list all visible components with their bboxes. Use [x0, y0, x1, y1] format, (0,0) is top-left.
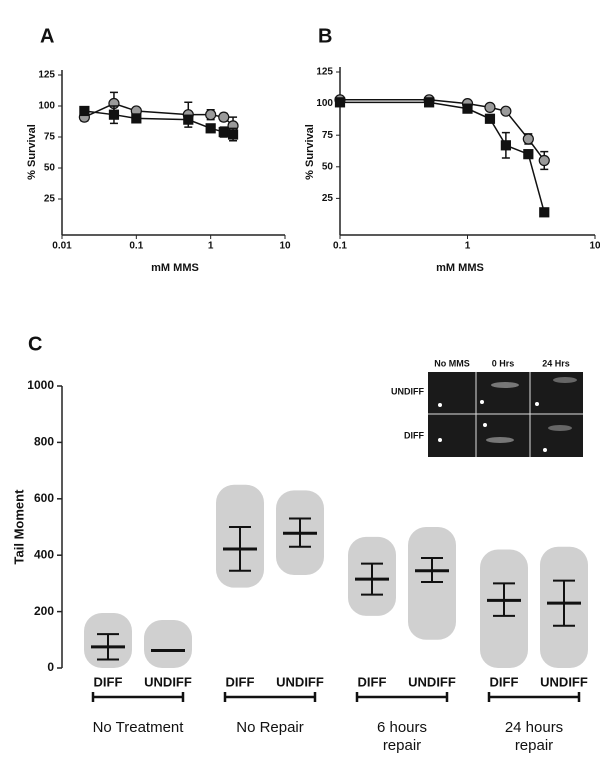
data-cloud [144, 620, 192, 668]
y-tick-label: 125 [38, 70, 55, 81]
nucleus [535, 402, 539, 406]
point [424, 97, 435, 108]
inset-row-label: UNDIFF [391, 386, 424, 396]
panel-label: B [318, 25, 332, 47]
x-tick-label: 0.1 [333, 241, 347, 252]
nucleus [480, 400, 484, 404]
x-tick-label: UNDIFF [540, 674, 588, 689]
group-bracket [487, 692, 581, 702]
point [523, 149, 534, 160]
point [205, 123, 216, 134]
comet [491, 382, 519, 388]
group-label: No Repair [236, 719, 304, 736]
inset-row-label: DIFF [404, 430, 424, 440]
point [539, 207, 550, 218]
point [462, 103, 473, 114]
y-tick-label: 25 [44, 194, 56, 205]
x-tick-label: 1 [465, 241, 471, 252]
comet [553, 377, 577, 383]
group-bracket [91, 692, 185, 702]
y-tick-label: 400 [34, 547, 54, 561]
x-tick-label: DIFF [490, 674, 519, 689]
point [538, 154, 550, 167]
x-tick-label: DIFF [358, 674, 387, 689]
y-tick-label: 75 [322, 130, 334, 141]
series-line [340, 101, 545, 213]
nucleus [543, 448, 547, 452]
x-tick-label: 1 [208, 241, 214, 252]
group-label: repair [515, 737, 553, 754]
group-bracket [223, 692, 317, 702]
y-tick-label: 25 [322, 193, 334, 204]
point [227, 129, 239, 140]
y-axis-title: % Survival [304, 124, 316, 180]
series-line [340, 99, 545, 161]
point [108, 109, 120, 120]
y-tick-label: 100 [316, 98, 333, 109]
x-tick-label: 0.01 [52, 241, 72, 252]
inset-column-label: 24 Hrs [542, 358, 570, 368]
x-tick-label: DIFF [94, 674, 123, 689]
x-tick-label: DIFF [226, 674, 255, 689]
nucleus [483, 423, 487, 427]
x-tick-label: UNDIFF [276, 674, 324, 689]
panel-label: A [40, 25, 54, 47]
nucleus [438, 403, 442, 407]
inset-image [428, 372, 583, 457]
x-tick-label: UNDIFF [144, 674, 192, 689]
y-tick-label: 75 [44, 132, 56, 143]
point [522, 133, 534, 145]
x-tick-label: 0.1 [129, 241, 143, 252]
y-tick-label: 1000 [27, 378, 54, 392]
group-bracket [355, 692, 449, 702]
group-label: 6 hours [377, 719, 427, 736]
point [131, 113, 142, 124]
comet [486, 437, 514, 443]
point [79, 105, 90, 117]
point [500, 140, 511, 151]
point [334, 97, 346, 108]
comet [548, 425, 572, 431]
inset-column-label: No MMS [434, 358, 470, 368]
point [218, 111, 230, 123]
y-tick-label: 600 [34, 491, 54, 505]
y-axis-title: Tail Moment [11, 489, 26, 565]
x-tick-label: UNDIFF [408, 674, 456, 689]
group-label: repair [383, 737, 421, 754]
group-label: No Treatment [93, 719, 185, 736]
y-tick-label: 50 [322, 161, 334, 172]
y-tick-label: 0 [47, 660, 54, 674]
x-tick-label: 10 [279, 241, 291, 252]
inset-column-label: 0 Hrs [492, 358, 515, 368]
y-tick-label: 100 [38, 101, 55, 112]
point [183, 114, 194, 125]
point [484, 101, 496, 113]
nucleus [438, 438, 442, 442]
y-axis-title: % Survival [26, 124, 38, 180]
x-tick-label: 10 [589, 241, 600, 252]
x-axis-title: mM MMS [151, 262, 199, 274]
point [484, 113, 496, 124]
y-tick-label: 800 [34, 435, 54, 449]
panel-label: C [28, 333, 42, 355]
point [500, 105, 512, 117]
group-label: 24 hours [505, 719, 563, 736]
y-tick-label: 125 [316, 67, 333, 78]
point [205, 109, 217, 121]
y-tick-label: 200 [34, 604, 54, 618]
y-tick-label: 50 [44, 163, 56, 174]
x-axis-title: mM MMS [436, 262, 484, 274]
data-cloud [408, 527, 456, 640]
point [218, 126, 229, 138]
